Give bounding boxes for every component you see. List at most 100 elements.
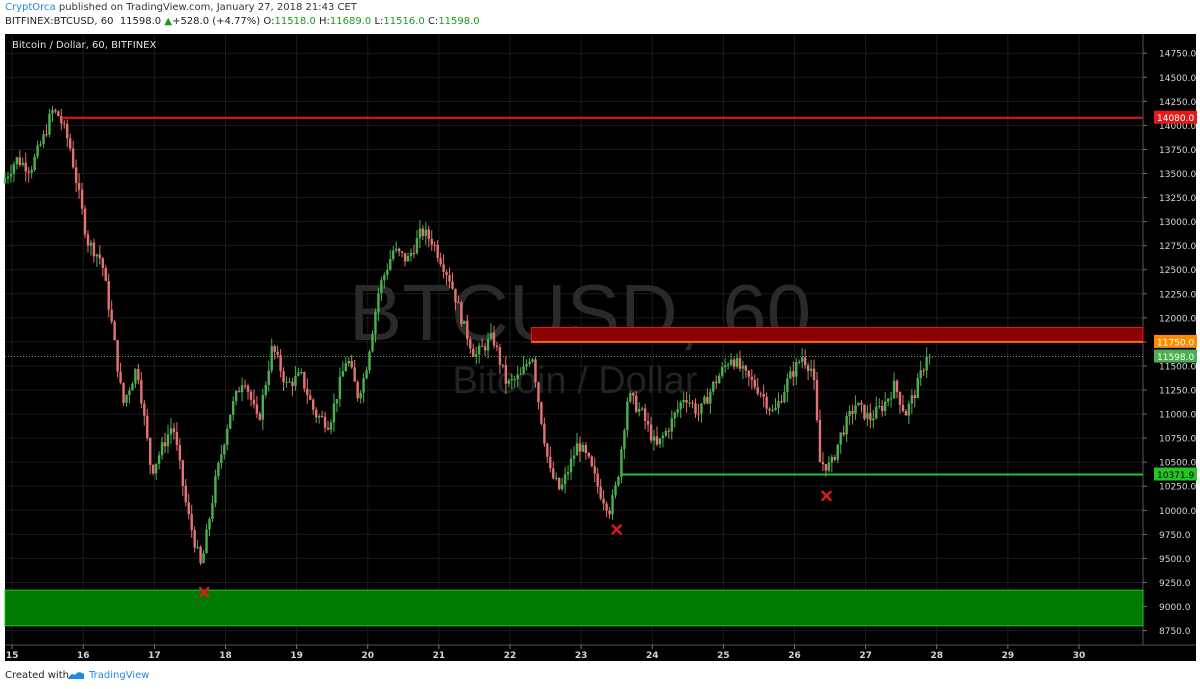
candle-up xyxy=(297,372,300,376)
candle-up xyxy=(12,164,16,174)
candle-up xyxy=(658,438,662,445)
candle-down xyxy=(92,242,96,257)
y-tick-label: 14750.0 xyxy=(1159,50,1196,60)
candle-up xyxy=(341,371,345,377)
candle-up xyxy=(839,432,842,445)
author-link[interactable]: CryptOrca xyxy=(5,2,56,13)
candle-down xyxy=(715,381,718,384)
candle-down xyxy=(842,432,845,435)
candle-down xyxy=(27,171,30,173)
candle-up xyxy=(718,375,721,384)
candle-down xyxy=(252,399,256,405)
candle-down xyxy=(400,251,404,254)
candle-up xyxy=(741,365,745,369)
candle-down xyxy=(193,530,196,548)
candle-up xyxy=(208,519,211,530)
candle-up xyxy=(489,332,493,339)
candle-up xyxy=(836,444,839,460)
candle-up xyxy=(907,403,911,416)
candle-up xyxy=(735,358,739,367)
y-tick-label: 10000.0 xyxy=(1159,507,1196,517)
x-tick-label: 20 xyxy=(361,651,374,661)
candle-down xyxy=(146,415,149,439)
candle-down xyxy=(101,258,104,269)
candle-up xyxy=(335,398,339,404)
tradingview-link[interactable]: TradingView xyxy=(89,670,150,681)
candle-down xyxy=(833,457,836,460)
y-tick-label: 11000.0 xyxy=(1159,411,1196,421)
candle-down xyxy=(86,234,90,246)
candle-up xyxy=(513,379,516,381)
candle-down xyxy=(655,436,659,445)
candle-up xyxy=(664,430,668,436)
publish-info: CryptOrca published on TradingView.com, … xyxy=(5,2,357,13)
candle-up xyxy=(637,408,641,412)
candle-up xyxy=(519,373,522,375)
candle-up xyxy=(629,392,632,402)
candle-up xyxy=(368,351,371,371)
time-axis[interactable] xyxy=(5,645,1196,661)
watermark-symbol: BTCUSD, 60 xyxy=(349,268,811,357)
candle-up xyxy=(217,462,220,476)
candle-down xyxy=(744,365,748,371)
candle-down xyxy=(685,400,688,403)
candle-up xyxy=(875,406,878,419)
y-tick-label: 14250.0 xyxy=(1159,98,1196,108)
candle-up xyxy=(510,379,513,381)
candle-up xyxy=(809,368,813,371)
candle-down xyxy=(403,253,407,262)
candle-down xyxy=(860,402,863,405)
candle-down xyxy=(279,354,282,372)
y-tick-label: 13750.0 xyxy=(1159,146,1196,156)
candle-down xyxy=(74,167,78,184)
candle-down xyxy=(824,464,828,471)
candle-down xyxy=(738,358,742,369)
x-tick-label: 28 xyxy=(930,651,943,661)
low-marker-icon xyxy=(821,490,832,502)
candle-up xyxy=(522,366,525,374)
candle-down xyxy=(184,485,187,503)
candle-up xyxy=(486,338,490,351)
candle-up xyxy=(910,395,914,404)
candle-down xyxy=(881,405,884,412)
candle-down xyxy=(122,382,125,403)
candle-down xyxy=(181,460,185,486)
candle-up xyxy=(6,176,10,179)
candle-up xyxy=(261,395,265,420)
candle-down xyxy=(45,134,48,136)
candle-down xyxy=(649,424,653,441)
candle-up xyxy=(267,370,270,386)
candle-down xyxy=(119,371,122,383)
candle-up xyxy=(377,293,380,312)
candle-up xyxy=(51,109,54,114)
resistance-zone-line-label: 11750.0 xyxy=(1157,338,1194,348)
candle-up xyxy=(614,485,617,496)
candle-down xyxy=(430,238,433,245)
candle-down xyxy=(98,254,102,259)
y-tick-label: 9500.0 xyxy=(1159,555,1191,565)
candle-down xyxy=(68,138,72,149)
candle-down xyxy=(110,309,113,322)
candle-up xyxy=(214,475,217,504)
candle-down xyxy=(483,346,487,351)
candle-up xyxy=(48,113,51,135)
candle-up xyxy=(166,434,170,447)
candle-up xyxy=(3,178,7,184)
candle-up xyxy=(365,370,368,379)
candle-down xyxy=(694,403,697,414)
candle-down xyxy=(140,380,143,404)
candle-down xyxy=(590,456,593,467)
candle-up xyxy=(157,455,161,464)
candle-up xyxy=(916,377,919,399)
x-tick-label: 19 xyxy=(290,651,303,661)
candle-up xyxy=(362,378,365,393)
candle-down xyxy=(258,413,262,420)
candle-up xyxy=(572,455,576,459)
y-tick-label: 12750.0 xyxy=(1159,242,1196,252)
candle-up xyxy=(418,228,422,239)
candle-up xyxy=(347,360,350,364)
candle-down xyxy=(646,420,650,425)
candle-down xyxy=(895,380,899,393)
candle-up xyxy=(712,381,715,392)
